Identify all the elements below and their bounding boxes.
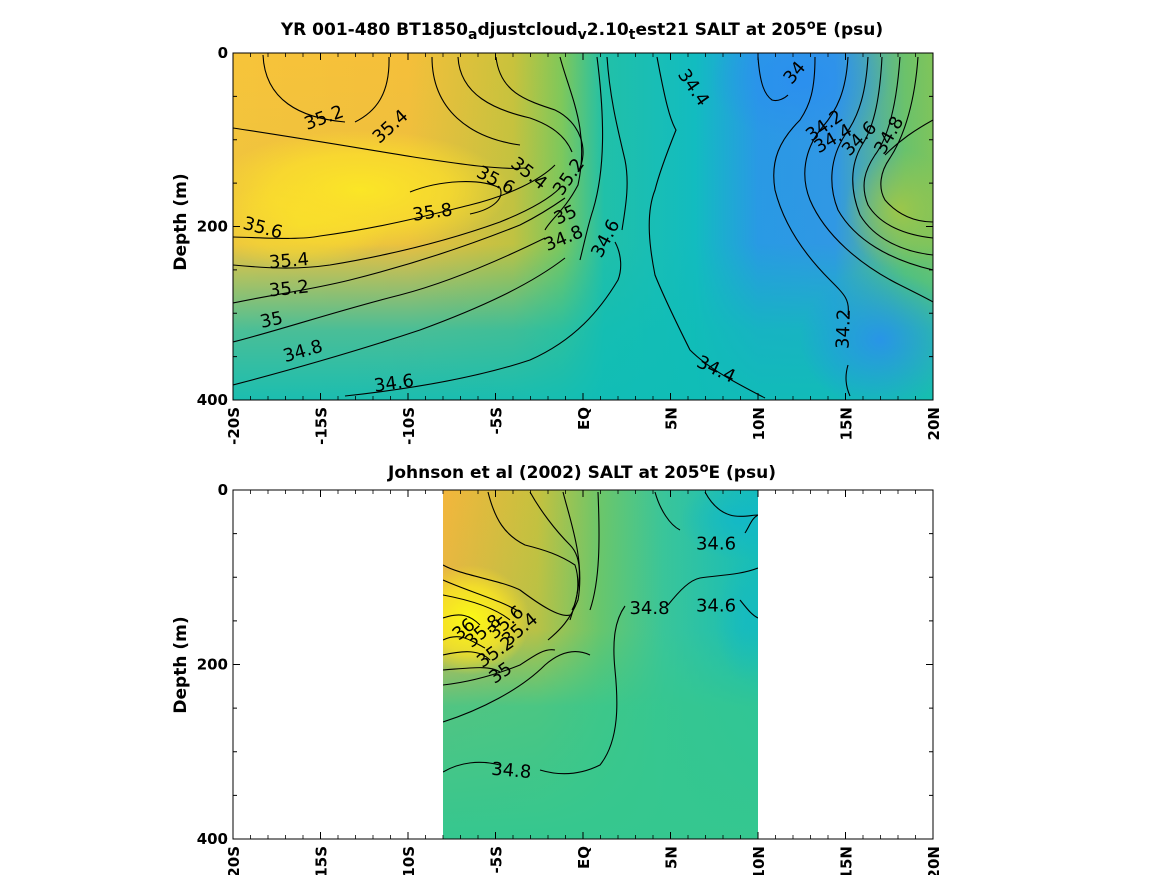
y-tick-label: 0 [218,481,228,499]
x-tick-label: 20N [925,846,943,875]
panel-2-heatmap [443,490,758,839]
x-tick-label: -15S [313,407,331,445]
x-tick-label: -20S [225,407,243,445]
y-tick-label: 200 [197,218,228,236]
panel-1-title: YR 001-480 BT1850adjustcloudv2.10test21 … [280,18,883,43]
contour-label: 35 [258,308,285,333]
x-tick-label: 10N [750,846,768,875]
x-tick-label: -15S [313,846,331,875]
title-part: a [468,27,477,43]
panel-2-title: Johnson et al (2002) SALT at 205oE (psu) [387,461,776,483]
contour-label: 34.2 [833,308,855,349]
contour-label: 35.4 [268,249,310,273]
x-tick-label: 5N [663,846,681,869]
contour-label: 34.6 [696,596,736,617]
title-part: djustcloud [477,20,577,40]
panel-1-axes: -20S -15S -10S -5S EQ 5N 10N 15N 20N 0 200 400 [197,44,943,445]
title-part: E (psu) [816,20,883,40]
x-tick-label: EQ [575,407,593,430]
x-tick-label: 15N [838,407,856,440]
panel-2-observations: Johnson et al (2002) SALT at 205oE (psu) [171,461,943,875]
y-tick-label: 200 [197,656,228,674]
panel-2-axes: -20S -15S -10S -5S EQ 5N 10N 15N 20N 0 200 400 [197,481,943,875]
title-part: t [629,27,636,43]
contour-label: 35.2 [268,276,310,301]
contour-label: 34.6 [696,534,736,555]
x-tick-label: -10S [400,407,418,445]
x-tick-label: 15N [838,846,856,875]
y-tick-label: 400 [197,391,228,409]
x-tick-label: EQ [575,846,593,869]
y-tick-label: 0 [218,44,228,62]
x-tick-label: -10S [400,846,418,875]
x-tick-label: -20S [225,846,243,875]
panel-1-heatmap [233,53,933,400]
title-part: Johnson et al (2002) SALT at 205 [387,463,700,483]
contour-label: 34.8 [629,598,669,619]
title-part: o [807,18,816,33]
panel-2-ylabel: Depth (m) [171,616,191,713]
panel-1-model: YR 001-480 BT1850adjustcloudv2.10test21 … [171,18,943,445]
x-tick-label: 5N [663,407,681,430]
title-part: v [578,27,587,43]
x-tick-label: -5S [488,407,506,434]
x-tick-label: 10N [750,407,768,440]
x-tick-label: -5S [488,846,506,873]
y-tick-label: 400 [197,830,228,848]
title-part: o [700,461,709,476]
panel-1-contours [233,54,933,399]
contour-label: 34.8 [490,759,532,783]
title-part: E (psu) [709,463,776,483]
title-part: YR 001-480 BT1850 [280,20,468,40]
x-tick-label: 20N [925,407,943,440]
panel-1-ylabel: Depth (m) [171,173,191,270]
title-part: est21 SALT at 205 [635,20,806,40]
panel-2-contours [443,491,758,775]
title-part: 2.10 [587,20,629,40]
